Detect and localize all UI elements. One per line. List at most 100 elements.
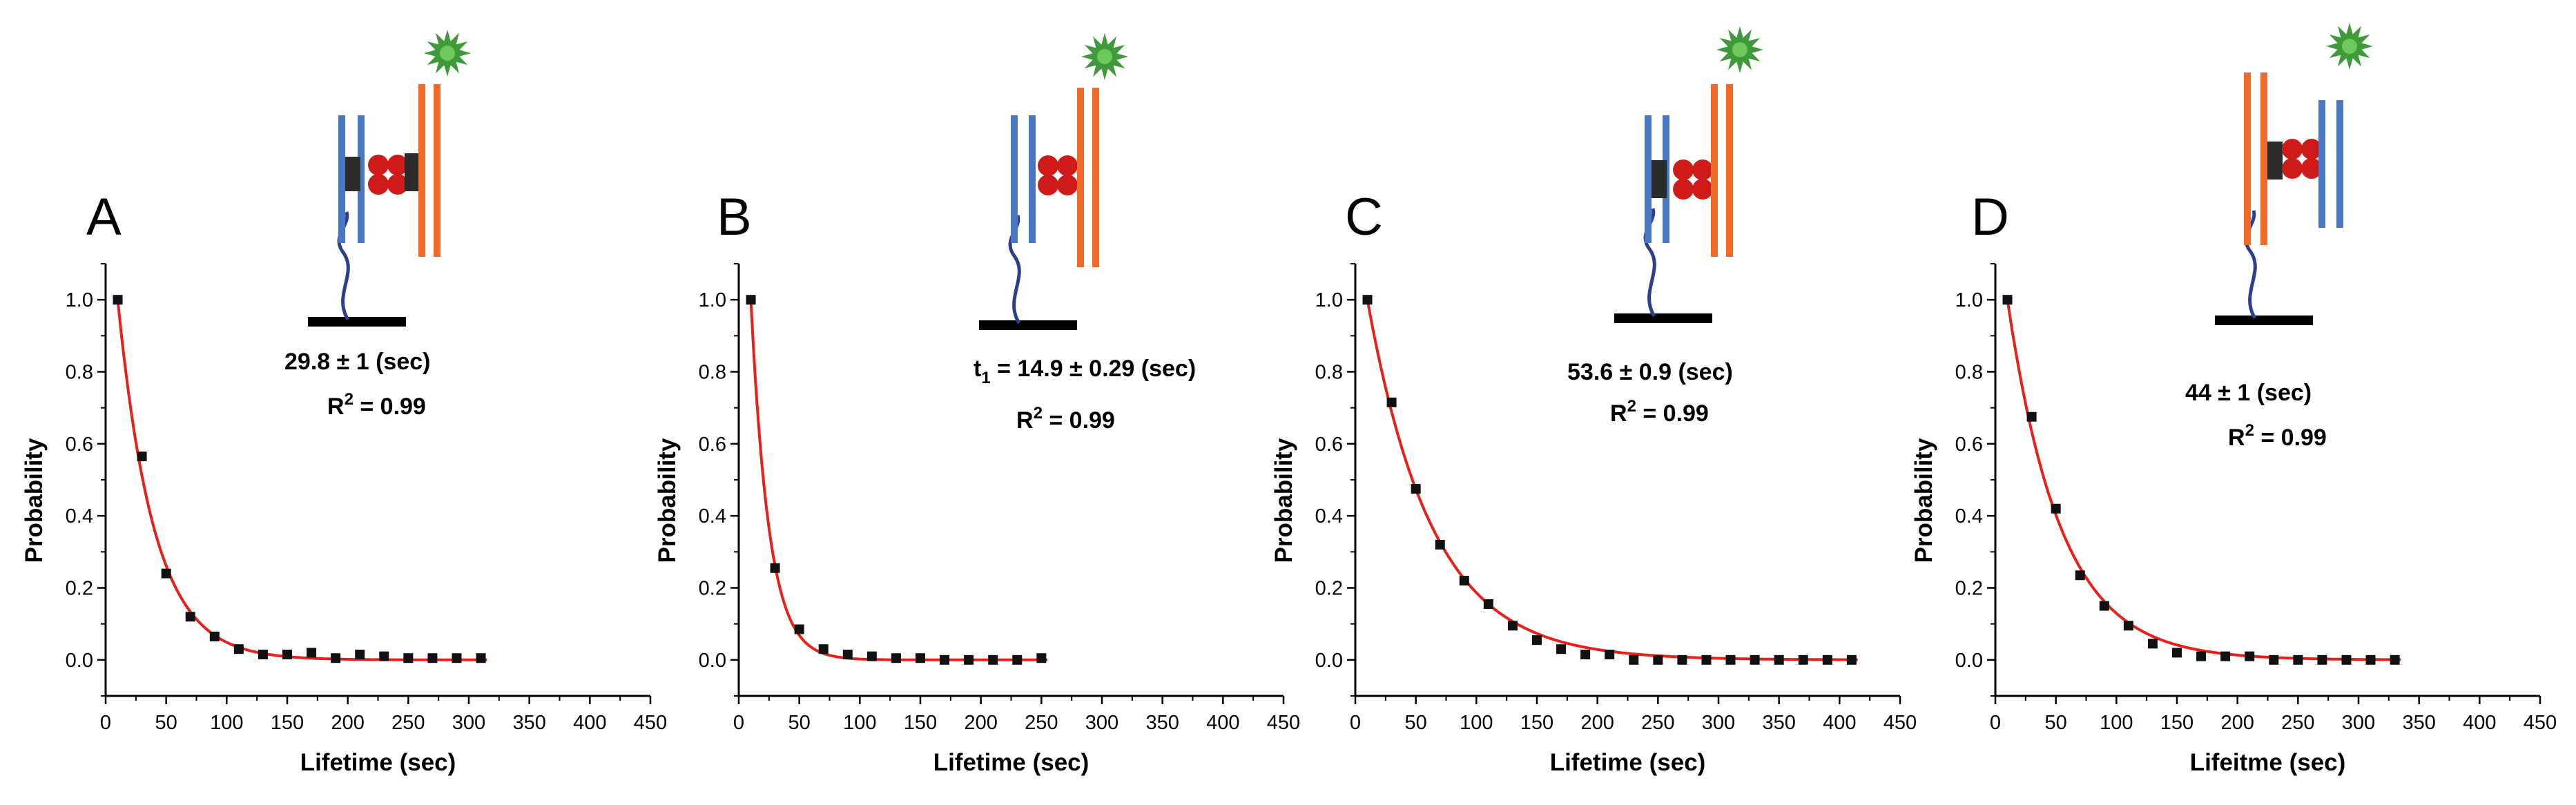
orange-strand xyxy=(1092,88,1099,267)
data-point xyxy=(1362,295,1373,305)
data-point xyxy=(940,654,950,665)
x-tick-label: 450 xyxy=(1267,712,1300,734)
data-point xyxy=(161,568,171,579)
y-tick-label: 1.0 xyxy=(66,289,93,311)
binding-block xyxy=(2267,142,2283,180)
x-tick-label: 300 xyxy=(2342,712,2375,734)
data-point xyxy=(1411,484,1421,494)
x-tick-label: 300 xyxy=(452,712,485,734)
data-point xyxy=(282,650,292,660)
dna-schematic xyxy=(308,30,471,327)
y-tick-label: 0.4 xyxy=(1315,505,1343,527)
blue-strand xyxy=(358,115,365,243)
data-point xyxy=(2269,654,2279,665)
panel-a: A 0 50 100 150 200 250 300 350 400 450 0.0 0.2 0.4 0.6… xyxy=(21,30,667,776)
data-point xyxy=(2390,654,2400,665)
protein-subunit-icon xyxy=(2301,139,2322,159)
data-point xyxy=(891,653,901,663)
fit-curve xyxy=(749,300,1048,661)
data-point xyxy=(1774,654,1784,665)
y-axis-title: Probability xyxy=(1270,438,1297,563)
data-point xyxy=(258,650,268,660)
r-squared-value: = 0.99 xyxy=(1636,400,1709,427)
data-point xyxy=(1725,654,1736,665)
x-tick-label: 400 xyxy=(1823,712,1856,734)
panel-letter: B xyxy=(717,188,752,246)
y-tick-label: 0.0 xyxy=(1955,650,1983,672)
data-point xyxy=(1580,650,1591,660)
y-axis-title: Probability xyxy=(654,438,681,563)
protein-subunit-icon xyxy=(2282,139,2303,159)
data-point xyxy=(403,653,414,663)
x-tick-label: 250 xyxy=(391,712,425,734)
data-point xyxy=(1483,599,1493,609)
y-tick-label: 0.6 xyxy=(699,434,726,456)
protein-center-icon xyxy=(1055,173,1061,178)
panel-d: D 0 50 100 150 200 250 300 350 400 450 0.0 0.2 0.4 0.6… xyxy=(1910,23,2557,776)
orange-strand xyxy=(1711,84,1718,257)
data-point xyxy=(1798,654,1808,665)
y-tick-label: 0.2 xyxy=(1315,578,1343,600)
y-tick-label: 0.6 xyxy=(1955,434,1983,456)
dna-schematic xyxy=(1614,26,1763,323)
protein-subunit-icon xyxy=(2301,158,2322,179)
blue-strand xyxy=(1645,115,1652,243)
protein-subunit-icon xyxy=(1673,159,1694,180)
y-tick-label: 1.0 xyxy=(1955,289,1983,311)
y-tick-label: 0.4 xyxy=(699,505,726,527)
x-tick-label: 200 xyxy=(2220,712,2254,734)
protein-subunit-icon xyxy=(1673,179,1694,200)
data-point xyxy=(1012,654,1023,665)
y-tick-label: 0.8 xyxy=(66,362,93,384)
surface-bar xyxy=(979,320,1077,330)
blue-strand xyxy=(338,115,345,243)
data-point xyxy=(137,452,147,462)
data-point xyxy=(842,650,853,660)
blue-strand xyxy=(2318,100,2325,228)
x-tick-label: 200 xyxy=(1580,712,1614,734)
data-point xyxy=(2196,651,2207,661)
r-squared-label: R2 = 0.99 xyxy=(1610,397,1709,427)
x-tick-label: 150 xyxy=(1520,712,1553,734)
protein-subunit-icon xyxy=(1057,175,1078,195)
data-point xyxy=(355,650,365,660)
protein-subunit-icon xyxy=(1692,159,1713,180)
r-squared-symbol: R xyxy=(327,394,345,420)
protein-subunit-icon xyxy=(1692,179,1713,200)
x-tick-label: 350 xyxy=(1145,712,1179,734)
y-tick-label: 0.6 xyxy=(1315,434,1343,456)
r-squared-symbol: R xyxy=(1016,407,1034,434)
data-point xyxy=(1435,539,1445,550)
orange-strand xyxy=(1077,88,1084,267)
surface-bar xyxy=(1614,313,1712,323)
r-squared-superscript: 2 xyxy=(1627,397,1636,416)
panel-letter: D xyxy=(1971,188,2009,246)
blue-strand xyxy=(1029,115,1036,243)
x-tick-label: 50 xyxy=(788,712,811,734)
lifetime-symbol: t xyxy=(974,356,981,382)
tether-line xyxy=(2244,210,2257,320)
x-tick-label: 350 xyxy=(1762,712,1795,734)
orange-strand xyxy=(1726,84,1733,257)
orange-strand xyxy=(2260,72,2267,245)
y-tick-label: 0.0 xyxy=(1315,650,1343,672)
r-squared-superscript: 2 xyxy=(1034,404,1043,423)
data-point xyxy=(427,653,438,663)
data-point xyxy=(452,653,462,663)
data-point xyxy=(113,295,123,305)
x-tick-label: 450 xyxy=(2524,712,2557,734)
data-point xyxy=(866,651,877,661)
data-point xyxy=(2002,295,2013,305)
data-point xyxy=(307,648,317,658)
data-point xyxy=(1846,654,1857,665)
protein-subunit-icon xyxy=(1038,155,1058,176)
data-point xyxy=(233,644,244,654)
r-squared-symbol: R xyxy=(2228,425,2245,451)
data-point xyxy=(2147,639,2158,649)
orange-strand xyxy=(418,84,425,257)
x-tick-label: 300 xyxy=(1702,712,1735,734)
x-tick-label: 350 xyxy=(2402,712,2435,734)
r-squared-label: R2 = 0.99 xyxy=(2228,421,2327,451)
protein-subunit-icon xyxy=(368,174,389,195)
data-point xyxy=(2123,621,2133,631)
